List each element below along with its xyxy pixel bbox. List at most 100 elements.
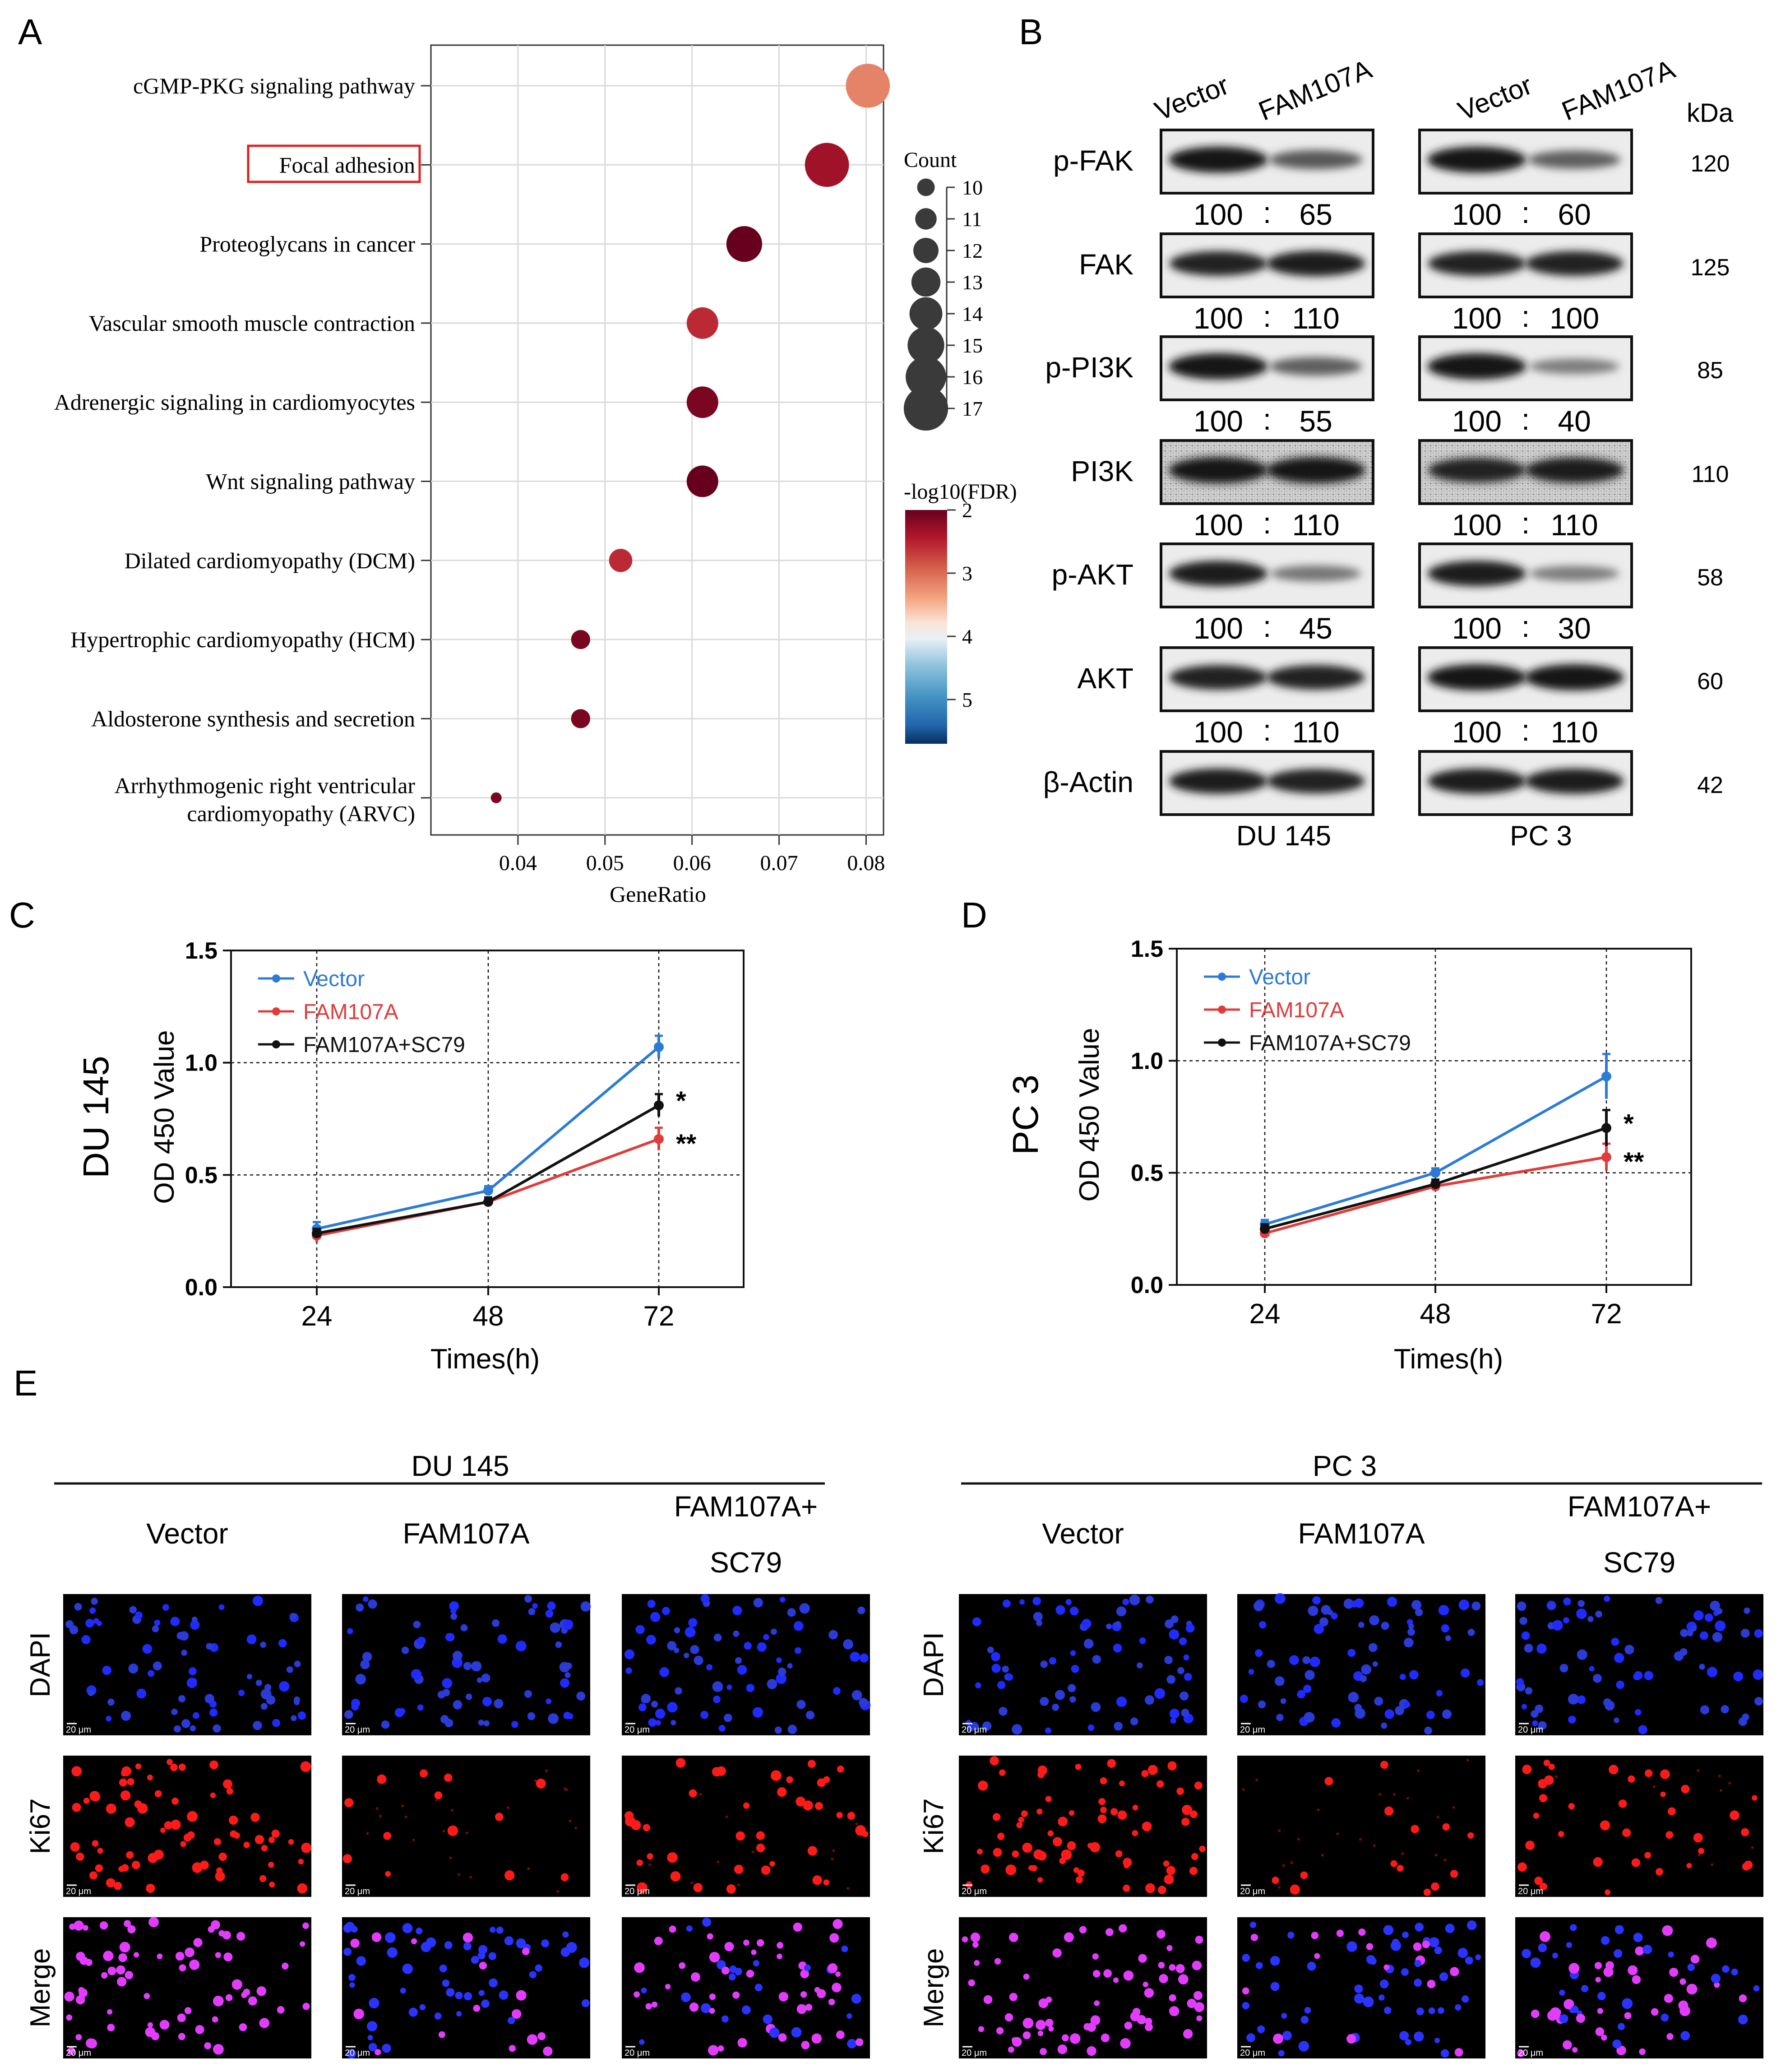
if-merge-cell xyxy=(634,1991,640,1998)
if-nucleus xyxy=(688,1618,698,1627)
if-group: PC 3 Vector FAM107A FAM107A+ SC79 DAPI 20 μm 20… xyxy=(918,1450,1763,2058)
if-image-tile: 20 μm xyxy=(959,1917,1207,2058)
dotplot-point xyxy=(805,143,849,187)
series-point xyxy=(483,1197,493,1207)
if-nucleus xyxy=(659,1667,670,1677)
fdr-colorbar xyxy=(905,510,947,744)
if-nucleus xyxy=(401,1646,409,1654)
if-merge-cell xyxy=(1399,2031,1409,2041)
if-image-bg xyxy=(63,1917,311,2058)
if-image-tile: 20 μm xyxy=(1237,1593,1485,1735)
if-ki67-signal xyxy=(401,1804,404,1808)
if-ki67-signal xyxy=(135,1763,142,1770)
if-merge-cell xyxy=(193,1938,203,1947)
if-image-tile: 20 μm xyxy=(1515,1917,1763,2058)
if-nucleus xyxy=(1576,1608,1587,1619)
if-merge-cell xyxy=(302,1922,309,1929)
if-nucleus xyxy=(1331,1612,1338,1620)
if-nucleus xyxy=(1408,1623,1414,1629)
if-ki67-signal xyxy=(1605,1889,1610,1896)
dotplot-point xyxy=(609,549,633,572)
if-ki67-signal xyxy=(1697,1769,1700,1772)
if-nucleus xyxy=(173,1725,181,1733)
if-nucleus xyxy=(1517,1601,1527,1611)
if-ki67-signal xyxy=(1698,1854,1701,1857)
if-nucleus xyxy=(471,1661,482,1672)
if-nucleus xyxy=(246,1634,257,1645)
if-merge-cell xyxy=(1450,1967,1459,1976)
if-merge-cell xyxy=(1169,2006,1180,2016)
if-merge-cell xyxy=(1169,1964,1176,1971)
if-merge-cell xyxy=(1738,2014,1748,2025)
if-nucleus xyxy=(1092,1655,1101,1664)
quant-value: 110 xyxy=(1550,508,1598,542)
if-ki67-signal xyxy=(1525,1840,1535,1850)
if-nucleus xyxy=(667,1641,677,1650)
if-nucleus xyxy=(671,1720,676,1726)
if-merge-cell xyxy=(143,1993,150,1999)
if-merge-cell xyxy=(1457,1947,1468,1958)
blot-band xyxy=(1168,353,1268,380)
if-ki67-signal xyxy=(1110,1808,1118,1816)
if-nucleus xyxy=(218,1604,225,1610)
blot-band xyxy=(1168,146,1268,173)
if-merge-cell xyxy=(1531,2009,1540,2018)
if-ki67-signal xyxy=(1272,1877,1279,1884)
blot-band xyxy=(1168,457,1268,483)
protein-label: FAK xyxy=(1079,248,1133,281)
if-merge-cell xyxy=(1383,1964,1390,1970)
if-merge-cell xyxy=(75,2034,82,2040)
blot-band xyxy=(1266,250,1365,276)
if-nucleus xyxy=(1441,1624,1449,1633)
if-nucleus xyxy=(1644,1671,1654,1680)
if-nucleus xyxy=(179,1631,189,1641)
blot-band xyxy=(1427,146,1527,173)
if-merge-cell xyxy=(1668,1951,1674,1958)
if-ki67-signal xyxy=(716,1766,726,1776)
if-ki67-signal xyxy=(160,1827,166,1833)
pathway-label: Dilated cardiomyopathy (DCM) xyxy=(125,548,415,573)
if-nucleus xyxy=(294,1696,300,1703)
if-merge-cell xyxy=(400,1988,406,1994)
if-nucleus xyxy=(154,1619,161,1626)
if-merge-cell xyxy=(1156,1929,1166,1939)
lane-label: FAM107A xyxy=(1254,54,1376,126)
if-ki67-signal xyxy=(146,1883,155,1893)
if-merge-cell xyxy=(835,1971,841,1977)
if-nucleus xyxy=(1002,1599,1011,1608)
if-nucleus xyxy=(1106,1623,1112,1630)
if-merge-cell xyxy=(1597,1992,1606,2001)
if-ki67-signal xyxy=(171,1797,179,1805)
if-merge-cell xyxy=(343,1947,352,1956)
if-nucleus xyxy=(1426,1710,1435,1720)
if-merge-cell xyxy=(847,2013,852,2019)
if-ki67-signal xyxy=(164,1821,173,1830)
quant-separator: : xyxy=(1263,714,1271,747)
if-ki67-signal xyxy=(1052,1837,1063,1847)
if-merge-cell xyxy=(1563,2040,1572,2050)
blot-band xyxy=(1266,457,1366,483)
if-ki67-signal xyxy=(823,1879,830,1886)
if-nucleus xyxy=(1687,1630,1693,1636)
if-nucleus xyxy=(255,1679,262,1686)
if-nucleus xyxy=(524,1595,532,1603)
if-merge-cell xyxy=(690,1972,700,1982)
if-nucleus xyxy=(527,1712,536,1720)
if-nucleus xyxy=(1055,1605,1065,1615)
if-ki67-signal xyxy=(536,1778,546,1789)
if-ki67-signal xyxy=(450,1808,453,1812)
if-nucleus xyxy=(1343,1599,1354,1609)
if-merge-cell xyxy=(1416,2007,1424,2016)
if-ki67-signal xyxy=(1628,1775,1635,1783)
if-ki67-signal xyxy=(269,1882,275,1888)
if-ki67-signal xyxy=(1033,1849,1044,1860)
if-ki67-signal xyxy=(751,1850,754,1854)
if-merge-cell xyxy=(836,2030,845,2039)
if-ki67-signal xyxy=(837,1766,844,1773)
quant-separator: : xyxy=(1522,714,1530,747)
if-merge-cell xyxy=(1628,1965,1638,1975)
kda-value: 125 xyxy=(1691,255,1730,281)
if-ki67-signal xyxy=(1317,1808,1320,1812)
if-merge-cell xyxy=(751,1949,757,1955)
